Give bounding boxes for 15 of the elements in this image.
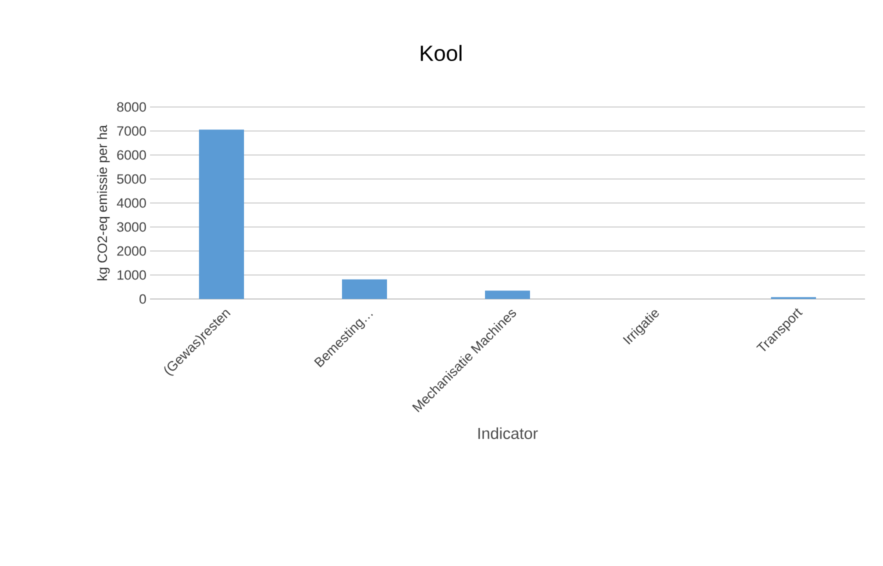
y-tick-label: 0 (140, 294, 146, 304)
chart-title: Kool (420, 44, 462, 62)
y-tick-label: 8000 (117, 102, 146, 112)
y-axis-title: kg CO2-eq emissie per ha (97, 124, 110, 280)
y-tick-label: 7000 (117, 126, 146, 136)
y-tick-label: 6000 (117, 150, 146, 160)
bar (485, 290, 530, 299)
y-tick-label: 5000 (117, 174, 146, 184)
x-axis-title: Indicator (478, 427, 538, 440)
bar (199, 130, 244, 299)
y-tick-label: 4000 (116, 198, 146, 208)
y-tick-label: 2000 (117, 246, 146, 256)
y-tick-label: 1000 (118, 270, 146, 280)
bar (342, 279, 387, 299)
y-tick-label: 3000 (117, 222, 146, 232)
